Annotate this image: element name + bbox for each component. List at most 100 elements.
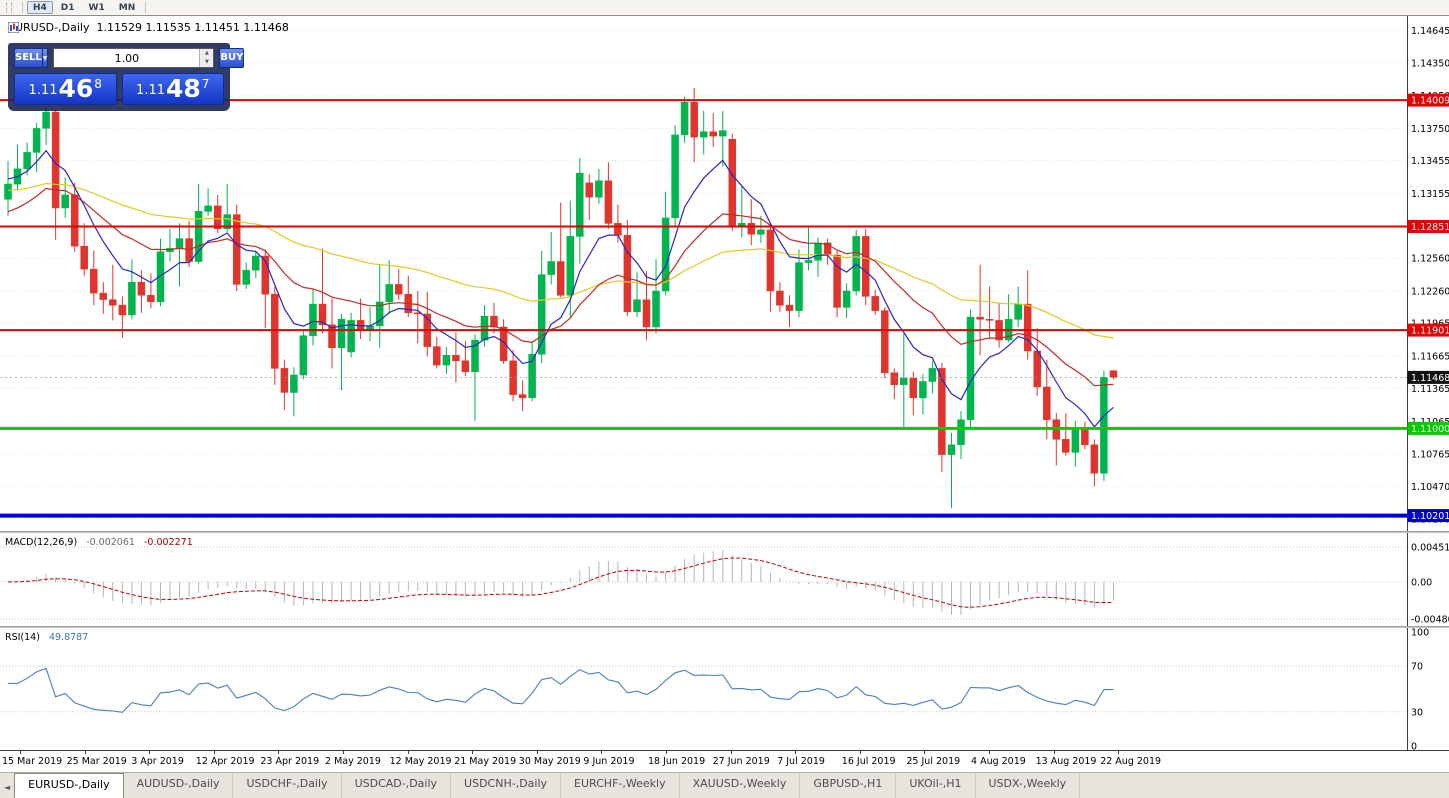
time-axis-label: 30 May 2019 [518,756,581,767]
svg-text:1.11468: 1.11468 [1411,373,1449,384]
svg-text:1.11365: 1.11365 [1411,384,1449,395]
time-axis-tick [84,751,86,754]
sell-price-button[interactable]: 1.11 46 8 [14,73,117,105]
time-axis-label: 15 Mar 2019 [2,756,63,767]
svg-text:70: 70 [1411,662,1423,673]
chart-icon [8,22,19,33]
rsi-value: 49.8787 [48,632,89,643]
svg-text:1.10470: 1.10470 [1411,482,1449,493]
buy-price-big: 48 [166,74,201,103]
time-axis-tick [278,751,280,754]
svg-text:1.14645: 1.14645 [1411,26,1449,37]
toolbar-separator [22,2,23,13]
volume-spinner: ▲ ▼ [199,49,214,67]
svg-text:1.12560: 1.12560 [1411,254,1449,265]
time-axis-label: 12 Apr 2019 [195,756,255,767]
chart-tab[interactable]: EURUSD-,Daily [14,773,124,798]
svg-text:0.00: 0.00 [1411,578,1432,589]
time-axis-tick [149,751,151,754]
panel-splitter[interactable] [0,531,1449,533]
svg-text:30: 30 [1411,707,1423,718]
time-axis-tick [343,751,344,754]
svg-text:1.11000: 1.11000 [1411,424,1449,435]
time-axis-label: 4 Aug 2019 [971,756,1026,767]
time-axis-label: 25 Mar 2019 [66,756,127,767]
time-axis-label: 21 May 2019 [454,756,517,767]
macd-name: MACD(12,26,9) [5,537,78,548]
time-axis-tick [859,751,861,754]
volume-box: ▲ ▼ [53,48,215,68]
rsi-indicator-label: RSI(14) 49.8787 [5,632,88,643]
timeframe-mn-button[interactable]: MN [113,1,142,14]
svg-text:1.14350: 1.14350 [1411,58,1449,69]
panel-splitter[interactable] [0,626,1449,628]
buy-button[interactable]: BUY [219,48,245,68]
rsi-name: RSI(14) [5,632,40,643]
chart-tab[interactable]: USDCHF-,Daily [233,773,342,798]
time-axis-tick [1053,751,1055,754]
time-axis-label: 22 Aug 2019 [1100,756,1162,767]
time-axis-label: 25 Jul 2019 [906,756,961,767]
time-axis-tick [213,751,215,754]
chart-tab[interactable]: GBPUSD-,H1 [800,773,897,798]
price-chart-canvas[interactable]: 1.146451.143501.140501.137501.134551.131… [0,16,1449,531]
chart-tabs-bar: ◄ EURUSD-,Daily AUDUSD-,Daily USDCHF-,Dail… [0,772,1449,798]
sell-price-pip: 8 [94,77,102,91]
chart-tab[interactable]: EURCHF-,Weekly [561,773,680,798]
timeframe-d1-button[interactable]: D1 [55,1,81,14]
chart-tab[interactable]: USDX-,Weekly [976,773,1081,798]
time-axis-label: 27 Jun 2019 [712,756,770,767]
svg-text:1.13155: 1.13155 [1411,189,1449,200]
tabs-scroll-left-icon[interactable]: ◄ [4,783,11,792]
svg-text:1.14009: 1.14009 [1411,96,1449,107]
chart-tab[interactable]: USDCAD-,Daily [342,773,452,798]
svg-text:1.12851: 1.12851 [1411,222,1449,233]
time-axis-tick [1118,751,1120,754]
chart-tab[interactable]: AUDUSD-,Daily [124,773,234,798]
volume-input[interactable] [54,49,200,67]
sell-button[interactable]: SELL [14,48,43,68]
time-axis-label: 9 Jun 2019 [583,756,635,767]
time-axis-tick [795,751,797,754]
buy-price-prefix: 1.11 [136,82,165,98]
timeframe-toolbar: H4 D1 W1 MN [0,0,1449,16]
time-axis-tick [20,751,21,754]
svg-text:1.11901: 1.11901 [1411,326,1449,337]
timeframe-w1-button[interactable]: W1 [83,1,111,14]
time-axis-label: 3 Apr 2019 [131,756,184,767]
chart-tabs: EURUSD-,Daily AUDUSD-,Daily USDCHF-,Daily U… [14,773,1081,798]
volume-decrease-button[interactable]: ▼ [204,59,209,65]
macd-panel-canvas[interactable]: 0.004517 0.00 -0.004806 [0,533,1449,626]
macd-main-value: -0.002061 [86,537,135,548]
time-axis-tick [407,751,409,754]
sell-price-big: 46 [58,74,94,103]
time-axis-tick [536,751,538,754]
toolbar-grip-handle[interactable] [6,2,12,13]
svg-text:0.004517: 0.004517 [1411,543,1449,554]
svg-text:1.10765: 1.10765 [1411,450,1449,461]
chart-tab[interactable]: UKOil-,H1 [896,773,976,798]
time-axis-label: 13 Aug 2019 [1035,756,1097,767]
chart-ohlc-values: 1.11529 1.11535 1.11451 1.11468 [96,21,289,34]
volume-increase-button[interactable]: ▲ [204,50,209,56]
buy-price-pip: 7 [201,77,210,91]
rsi-panel-canvas[interactable]: 100 70 30 0 [0,628,1449,750]
time-axis-label: 18 Jun 2019 [648,756,706,767]
chart-tab[interactable]: USDCNH-,Daily [451,773,562,798]
time-axis[interactable]: 15 Mar 2019 25 Mar 2019 3 Apr 2019 12 Apr 2… [0,750,1449,772]
time-axis-label: 2 May 2019 [325,756,381,767]
svg-text:1.13750: 1.13750 [1411,124,1449,135]
one-click-trading-panel: SELL ▼ ▲ ▼ BUY 1.11 46 8 1.11 48 7 [8,43,245,111]
order-type-dropdown[interactable]: ▼ [42,48,49,68]
svg-text:-0.004806: -0.004806 [1411,615,1449,626]
time-axis-tick [472,751,474,754]
sell-price-prefix: 1.11 [28,82,58,98]
time-axis-label: 12 May 2019 [389,756,452,767]
chart-tab[interactable]: XAUUSD-,Weekly [680,773,801,798]
timeframe-h4-button[interactable]: H4 [27,1,53,14]
chart-title: EURUSD-,Daily 1.11529 1.11535 1.11451 1.… [8,21,289,34]
svg-text:1.10201: 1.10201 [1411,511,1449,522]
time-axis-label: 16 Jul 2019 [841,756,896,767]
buy-price-button[interactable]: 1.11 48 7 [121,73,224,105]
